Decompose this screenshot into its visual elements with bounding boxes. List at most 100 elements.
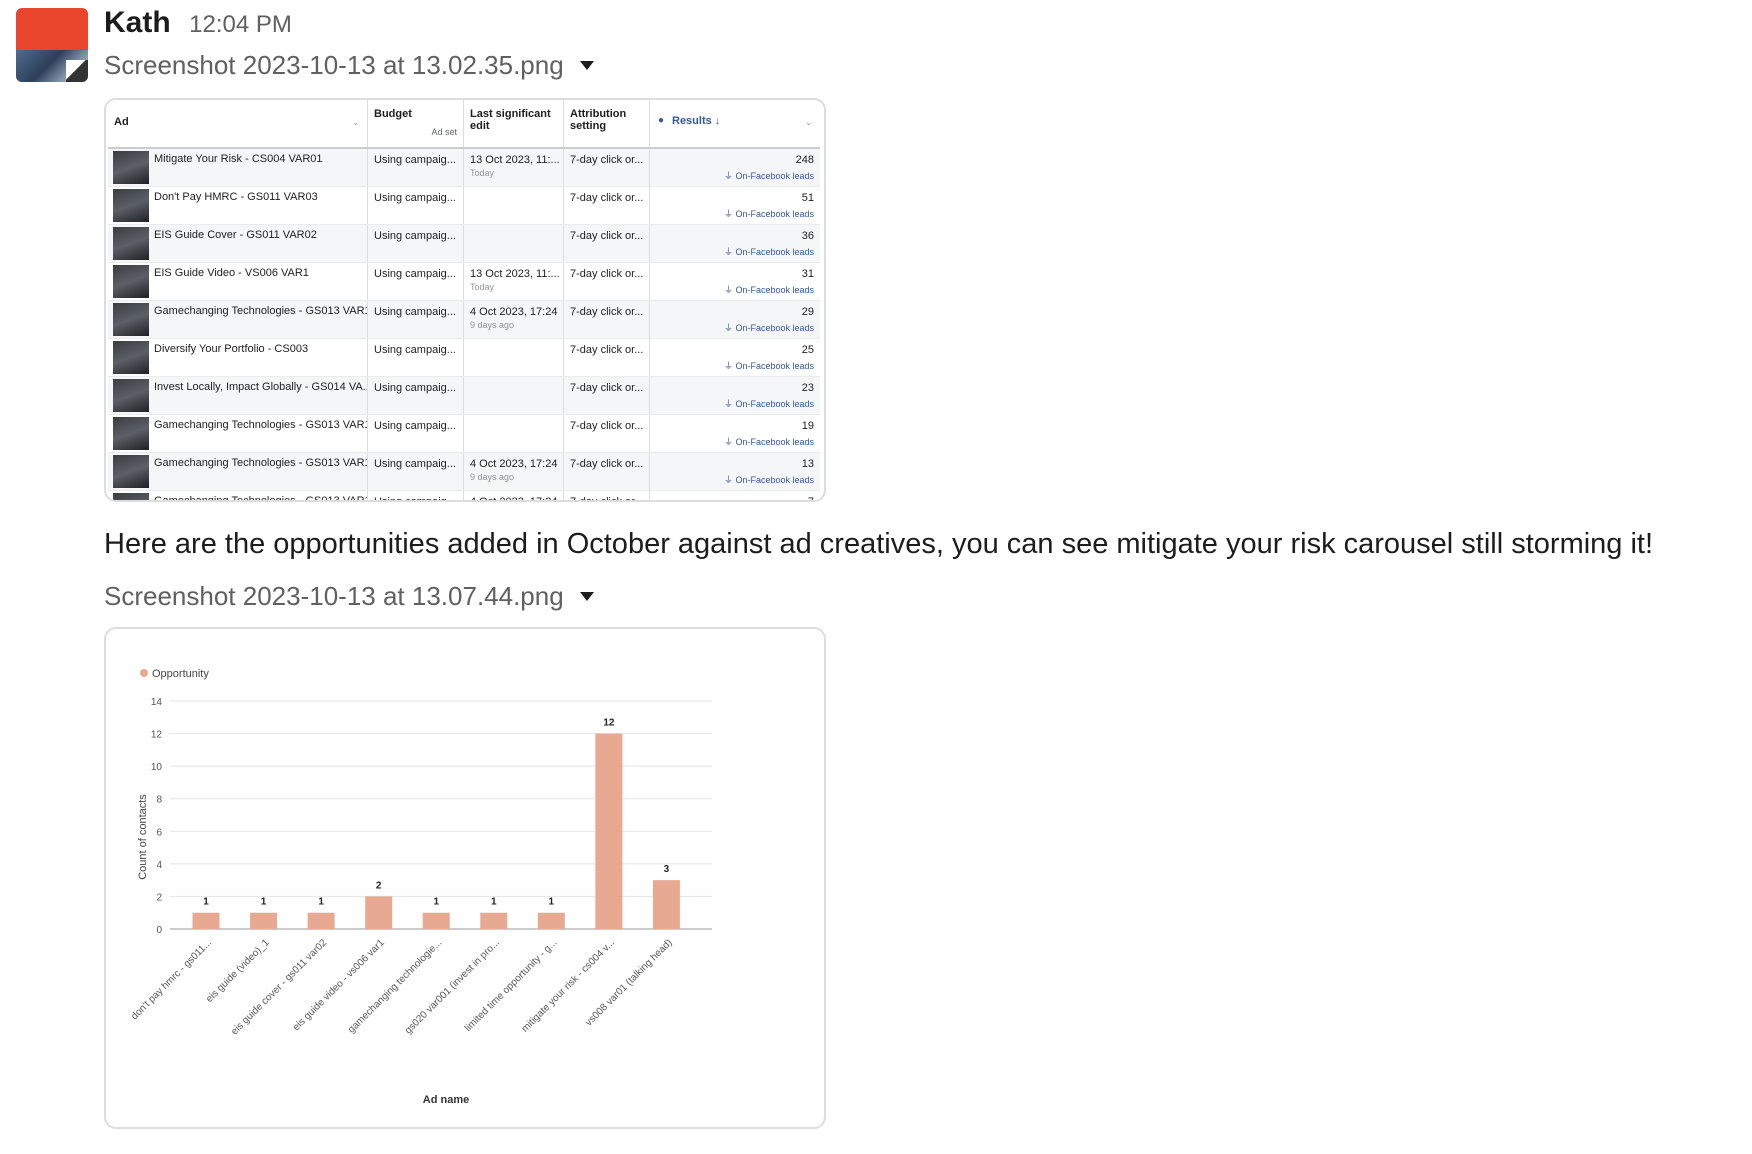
- cell-results: 51 ⏚ On-Facebook leads: [650, 187, 820, 224]
- ad-thumbnail[interactable]: [113, 379, 149, 412]
- table-row[interactable]: Invest Locally, Impact Globally - GS014 …: [108, 377, 820, 415]
- cell-ad: Mitigate Your Risk - CS004 VAR01: [108, 149, 368, 186]
- attachment-image-ads-table[interactable]: Ad ⌄ Budget Ad set Last significant edit…: [104, 98, 826, 502]
- ad-name[interactable]: Invest Locally, Impact Globally - GS014 …: [154, 381, 368, 393]
- x-tick-label: eis guide cover - gs011 var02: [229, 937, 329, 1037]
- chart-bar[interactable]: [480, 912, 508, 929]
- cell-attribution: 7-day click or...: [564, 491, 650, 500]
- cell-ad: Diversify Your Portfolio - CS003: [108, 339, 368, 376]
- ad-name[interactable]: Gamechanging Technologies - GS013 VAR1: [154, 457, 368, 469]
- ad-thumbnail[interactable]: [113, 189, 149, 222]
- col-header-last-edit: Last significant edit: [464, 100, 564, 147]
- edit-date: 4 Oct 2023, 17:24: [470, 458, 558, 470]
- ad-name[interactable]: Don't Pay HMRC - GS011 VAR03: [154, 191, 318, 203]
- attachment-image-chart[interactable]: Opportunity 0 2 4 6 8 10 12 14 1 don't pay hmrc …: [104, 627, 826, 1129]
- cell-results: 19 ⏚ On-Facebook leads: [650, 415, 820, 452]
- message-text: Here are the opportunities added in Octo…: [104, 528, 1654, 560]
- results-type: ⏚ On-Facebook leads: [723, 323, 814, 333]
- cell-results: 29 ⏚ On-Facebook leads: [650, 301, 820, 338]
- ad-thumbnail[interactable]: [113, 493, 149, 500]
- table-row[interactable]: Gamechanging Technologies - GS013 VAR1 Us…: [108, 491, 820, 502]
- chart-bar[interactable]: [192, 912, 220, 929]
- chart-bar[interactable]: [250, 912, 278, 929]
- sort-chevron-icon: ⌄: [805, 118, 812, 127]
- avatar-badge: [66, 60, 88, 82]
- bar-value-label: 1: [491, 897, 497, 908]
- cell-ad: Don't Pay HMRC - GS011 VAR03: [108, 187, 368, 224]
- chart-bar[interactable]: [652, 880, 680, 929]
- ad-thumbnail[interactable]: [113, 303, 149, 336]
- table-row[interactable]: Gamechanging Technologies - GS013 VAR1 Us…: [108, 301, 820, 339]
- col-header-last-edit-label: Last significant edit: [470, 108, 551, 132]
- cell-attribution: 7-day click or...: [564, 187, 650, 224]
- ad-name[interactable]: Diversify Your Portfolio - CS003: [154, 343, 309, 355]
- ad-name[interactable]: Gamechanging Technologies - GS013 VAR1: [154, 495, 368, 502]
- ad-thumbnail[interactable]: [113, 151, 149, 184]
- x-tick-label: mitigate your risk - cs004 v...: [520, 937, 617, 1034]
- y-axis-label: Count of contacts: [137, 794, 149, 880]
- table-row[interactable]: EIS Guide Video - VS006 VAR1 Using campai…: [108, 263, 820, 301]
- edit-relative: Today: [470, 168, 495, 178]
- chart-bar[interactable]: [537, 912, 565, 929]
- edit-relative: Today: [470, 282, 495, 292]
- x-axis-label: Ad name: [423, 1094, 469, 1106]
- results-count: 23: [801, 382, 814, 394]
- cell-results: 13 ⏚ On-Facebook leads: [650, 453, 820, 490]
- ad-thumbnail[interactable]: [113, 455, 149, 488]
- results-type: ⏚ On-Facebook leads: [723, 285, 814, 295]
- table-row[interactable]: Don't Pay HMRC - GS011 VAR03 Using campai…: [108, 187, 820, 225]
- chart-bar[interactable]: [422, 912, 450, 929]
- attachment-filename-1[interactable]: Screenshot 2023-10-13 at 13.02.35.png: [104, 50, 594, 81]
- table-row[interactable]: Mitigate Your Risk - CS004 VAR01 Using ca…: [108, 149, 820, 187]
- col-header-results-label: Results ↓: [672, 115, 721, 127]
- chart-bar[interactable]: [595, 733, 623, 929]
- col-header-ad-label: Ad: [114, 116, 129, 128]
- cell-budget: Using campaig...: [368, 339, 464, 376]
- ad-thumbnail[interactable]: [113, 341, 149, 374]
- cell-ad: Gamechanging Technologies - GS013 VAR1: [108, 453, 368, 490]
- ad-thumbnail[interactable]: [113, 265, 149, 298]
- y-tick-label: 4: [156, 860, 162, 871]
- table-row[interactable]: Gamechanging Technologies - GS013 VAR1 Us…: [108, 453, 820, 491]
- ad-thumbnail[interactable]: [113, 417, 149, 450]
- edit-relative: 9 days ago: [470, 472, 515, 482]
- cell-budget: Using campaig...: [368, 263, 464, 300]
- caret-down-icon[interactable]: [579, 592, 594, 601]
- table-row[interactable]: Diversify Your Portfolio - CS003 Using ca…: [108, 339, 820, 377]
- ad-name[interactable]: EIS Guide Cover - GS011 VAR02: [154, 229, 317, 241]
- col-header-budget-sub: Ad set: [431, 127, 457, 137]
- cell-last-edit: [464, 187, 564, 224]
- chart-bars: 1 don't pay hmrc - gs011... 1 eis guide (vi…: [129, 718, 680, 1037]
- caret-down-icon[interactable]: [579, 61, 594, 70]
- x-tick-label: gs020 var001 (invest in pro...: [403, 937, 502, 1036]
- message-timestamp[interactable]: 12:04 PM: [189, 11, 292, 38]
- attachment-filename-2[interactable]: Screenshot 2023-10-13 at 13.07.44.png: [104, 581, 594, 612]
- cell-results: 248 ⏚ On-Facebook leads: [650, 149, 820, 186]
- cell-results: 31 ⏚ On-Facebook leads: [650, 263, 820, 300]
- info-icon: ●: [658, 115, 665, 126]
- bar-value-label: 3: [664, 864, 670, 875]
- chart-bar[interactable]: [365, 896, 393, 929]
- cell-results: 36 ⏚ On-Facebook leads: [650, 225, 820, 262]
- ad-name[interactable]: Mitigate Your Risk - CS004 VAR01: [154, 153, 323, 165]
- ad-name[interactable]: Gamechanging Technologies - GS013 VAR1: [154, 419, 368, 431]
- chart-bar[interactable]: [307, 912, 335, 929]
- table-row[interactable]: EIS Guide Cover - GS011 VAR02 Using campa…: [108, 225, 820, 263]
- y-tick-label: 8: [156, 795, 162, 806]
- y-tick-label: 14: [151, 697, 163, 708]
- sender-name[interactable]: Kath: [104, 6, 171, 39]
- edit-date: 4 Oct 2023, 17:24: [470, 306, 558, 318]
- avatar[interactable]: [16, 8, 88, 82]
- y-tick-label: 2: [156, 892, 162, 903]
- ad-thumbnail[interactable]: [113, 227, 149, 260]
- bar-value-label: 1: [549, 897, 555, 908]
- table-row[interactable]: Gamechanging Technologies - GS013 VAR1 Us…: [108, 415, 820, 453]
- cell-results: 25 ⏚ On-Facebook leads: [650, 339, 820, 376]
- ad-name[interactable]: Gamechanging Technologies - GS013 VAR1: [154, 305, 368, 317]
- ad-name[interactable]: EIS Guide Video - VS006 VAR1: [154, 267, 309, 279]
- cell-last-edit: 13 Oct 2023, 11:... Today: [464, 149, 564, 186]
- sort-chevron-icon: ⌄: [352, 118, 359, 127]
- edit-date: 13 Oct 2023, 11:...: [470, 154, 560, 166]
- cell-last-edit: 4 Oct 2023, 17:24 9 days ago: [464, 453, 564, 490]
- results-count: 25: [801, 344, 814, 356]
